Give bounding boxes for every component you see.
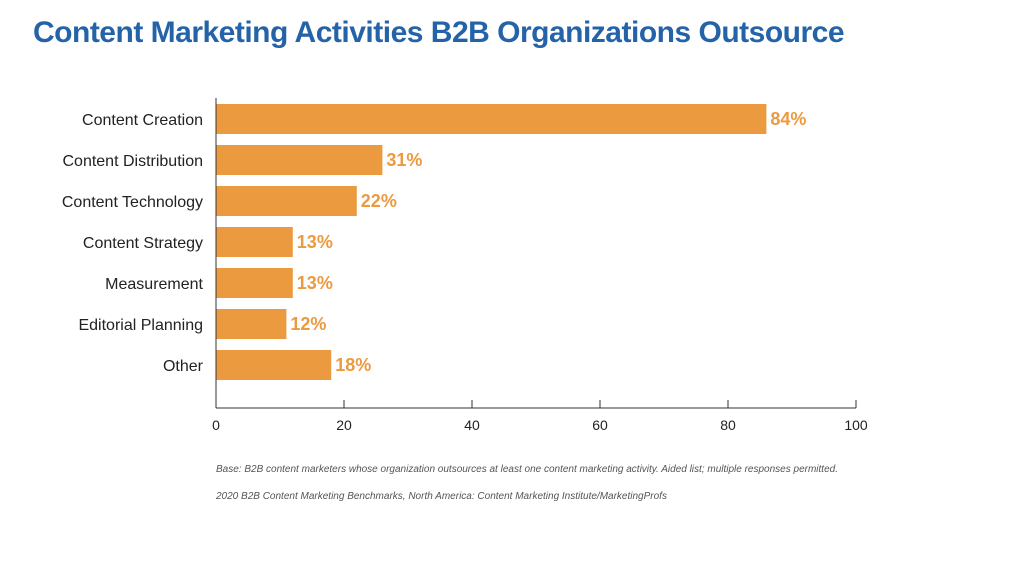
category-label: Content Strategy <box>83 235 203 252</box>
bar <box>216 350 332 380</box>
category-label: Other <box>163 358 204 375</box>
footnote-source: 2020 B2B Content Marketing Benchmarks, N… <box>216 491 667 502</box>
bar <box>216 268 293 298</box>
bar <box>216 186 357 216</box>
bar <box>216 227 293 257</box>
data-label: 31% <box>386 150 422 170</box>
data-label: 84% <box>770 109 806 129</box>
x-tick-label: 80 <box>720 417 736 433</box>
data-label: 13% <box>297 273 333 293</box>
bar <box>216 309 287 339</box>
bar <box>216 104 767 134</box>
x-tick-label: 60 <box>592 417 608 433</box>
footnote-base: Base: B2B content marketers whose organi… <box>216 464 838 475</box>
data-label: 12% <box>290 314 326 334</box>
category-label: Content Creation <box>82 112 203 129</box>
category-label: Content Technology <box>62 194 203 211</box>
bar <box>216 145 383 175</box>
chart-title: Content Marketing Activities B2B Organiz… <box>33 16 845 49</box>
x-tick-label: 40 <box>464 417 480 433</box>
category-label: Measurement <box>105 276 203 293</box>
data-label: 13% <box>297 232 333 252</box>
category-label: Content Distribution <box>62 153 203 170</box>
x-tick-label: 0 <box>212 417 220 433</box>
data-label: 22% <box>361 191 397 211</box>
category-label: Editorial Planning <box>78 317 203 334</box>
x-tick-label: 20 <box>336 417 352 433</box>
x-tick-label: 100 <box>844 417 868 433</box>
data-label: 18% <box>335 355 371 375</box>
